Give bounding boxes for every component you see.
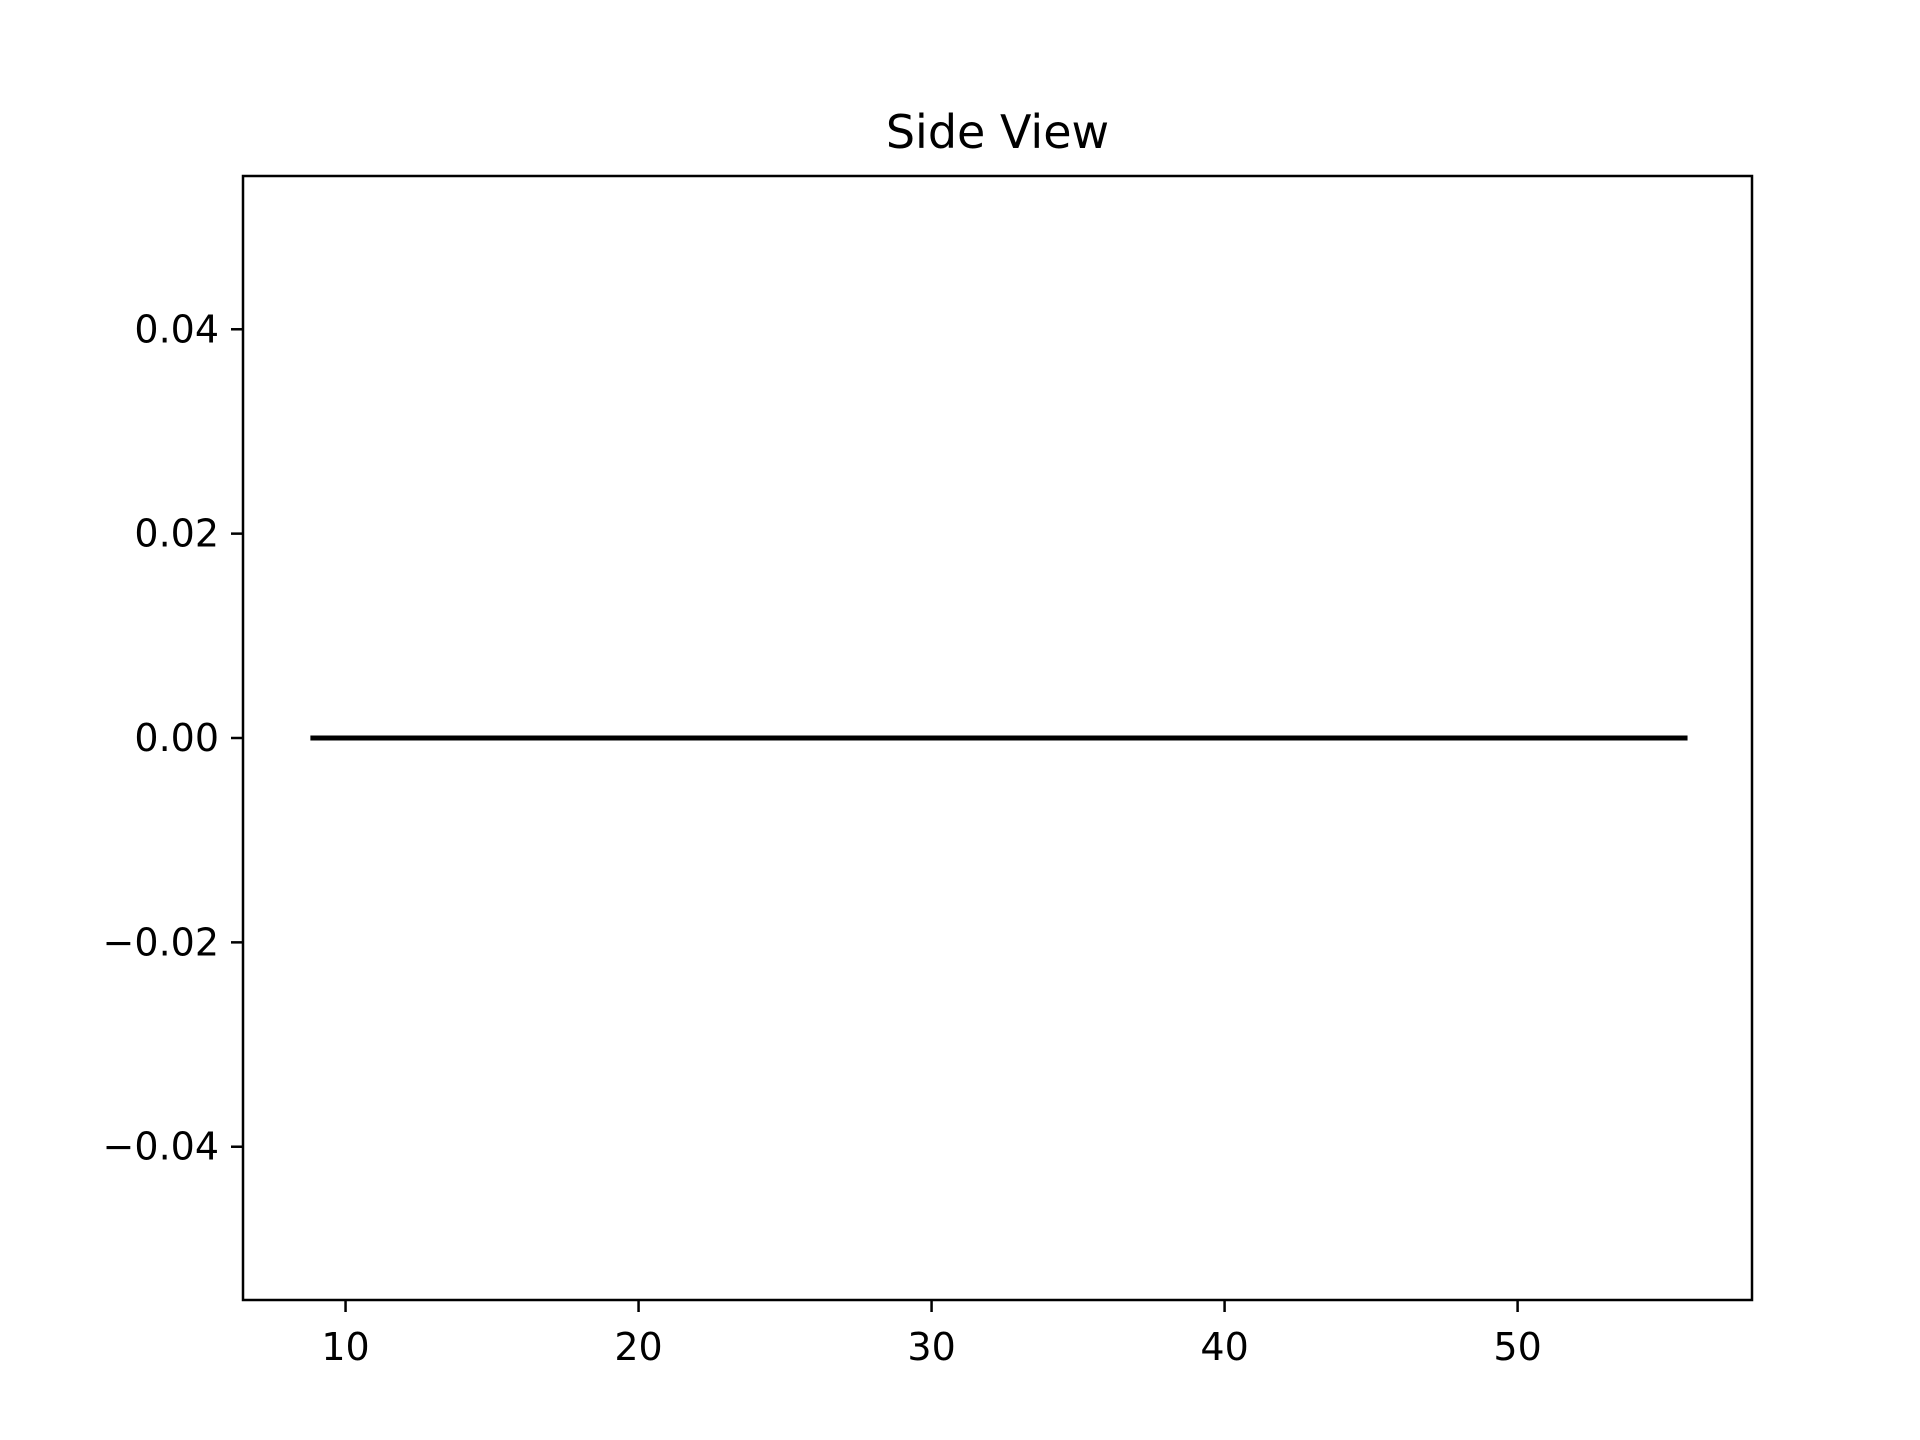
- plot-frame: [241, 174, 1754, 1302]
- x-tick-label-4: 50: [1493, 1325, 1541, 1369]
- x-tick-label-0: 10: [321, 1325, 369, 1369]
- y-tick-label-4: −0.04: [103, 1125, 219, 1169]
- y-tick-label-0: 0.04: [134, 307, 219, 351]
- y-tick-label-2: 0.00: [134, 716, 219, 760]
- chart-title: Side View: [886, 105, 1109, 159]
- x-tick-label-3: 40: [1200, 1325, 1248, 1369]
- y-tick-label-1: 0.02: [134, 512, 219, 556]
- x-tick-label-2: 30: [907, 1325, 955, 1369]
- y-tick-label-3: −0.02: [103, 920, 219, 964]
- x-axis: 10 20 30 40 50: [321, 1300, 1542, 1369]
- x-tick-label-1: 20: [614, 1325, 662, 1369]
- y-axis: 0.04 0.02 0.00 −0.02 −0.04: [103, 307, 243, 1169]
